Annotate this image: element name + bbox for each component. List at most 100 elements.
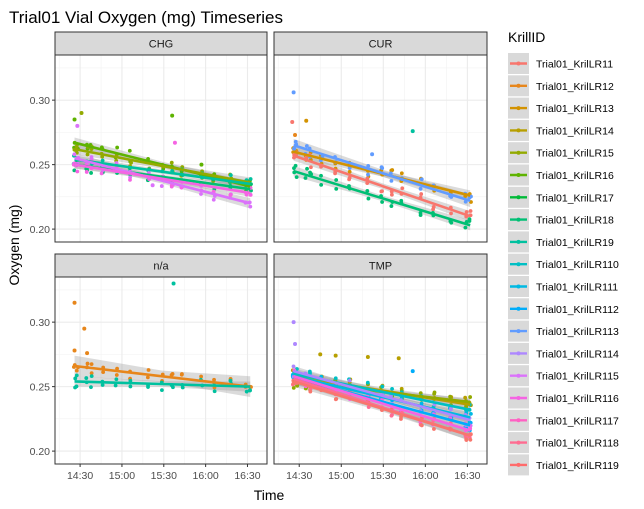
data-point	[89, 171, 93, 175]
data-point	[291, 364, 296, 369]
data-point	[365, 188, 370, 193]
data-point	[419, 423, 424, 428]
regression-line	[74, 380, 251, 388]
legend-label: Trial01_KrilLR18	[536, 215, 614, 227]
data-point	[199, 374, 203, 379]
data-point	[248, 177, 253, 181]
data-point	[101, 370, 106, 375]
legend-item: Trial01_KrilLR116	[508, 387, 619, 409]
legend-point	[516, 329, 521, 334]
legend-label: Trial01_KrilLR119	[536, 460, 619, 472]
data-point-outlier	[304, 118, 309, 123]
data-point	[390, 412, 394, 417]
data-point	[114, 373, 119, 377]
legend-label: Trial01_KrilLR111	[536, 282, 618, 294]
data-point	[303, 176, 308, 180]
data-point-outlier	[171, 281, 176, 286]
y-tick-label: 0.20	[30, 446, 51, 458]
data-point	[347, 175, 352, 180]
x-axis-label: Time	[254, 487, 285, 503]
data-point	[468, 395, 473, 399]
facet-strip-label: TMP	[369, 261, 392, 273]
data-point	[380, 384, 385, 389]
legend-point	[516, 462, 521, 467]
y-tick-label: 0.25	[30, 160, 51, 172]
data-point	[304, 144, 309, 148]
data-point-outlier	[72, 348, 77, 353]
legend-point	[516, 61, 521, 66]
legend-label: Trial01_KrilLR14	[536, 125, 614, 137]
x-tick-label: 15:00	[109, 470, 135, 482]
data-point	[89, 374, 94, 379]
data-point-outlier	[410, 129, 415, 134]
data-point-outlier	[370, 152, 375, 157]
data-point	[431, 207, 436, 212]
data-point	[291, 385, 296, 390]
data-point	[89, 371, 94, 376]
regression-line	[74, 158, 251, 186]
data-point	[389, 168, 394, 173]
panel-border	[54, 54, 268, 243]
regression-line	[293, 375, 471, 432]
legend-label: Trial01_KrilLR112	[536, 304, 619, 316]
data-point	[319, 173, 323, 178]
panel-marks	[290, 90, 473, 231]
data-point	[127, 148, 132, 153]
data-point	[469, 411, 473, 416]
legend-label: Trial01_KrilLR114	[536, 348, 619, 360]
x-tick-label: 16:00	[412, 470, 438, 482]
legend-item: Trial01_KrilLR12	[508, 75, 614, 97]
legend-label: Trial01_KrilLR116	[536, 393, 619, 405]
facet-strip-label: CUR	[369, 39, 393, 51]
data-point-outlier	[318, 352, 323, 357]
data-point	[319, 182, 324, 187]
x-tick-label: 16:00	[192, 470, 218, 482]
data-point	[334, 178, 339, 182]
y-tick-label: 0.25	[30, 382, 51, 394]
data-point	[115, 145, 120, 150]
data-point	[419, 177, 424, 182]
data-point-outlier	[410, 369, 415, 374]
legend-point	[516, 440, 521, 445]
data-point	[74, 373, 79, 378]
data-point	[293, 163, 298, 168]
x-tick-label: 14:30	[67, 470, 93, 482]
data-point	[333, 376, 338, 381]
data-point	[418, 186, 423, 191]
data-point	[199, 192, 203, 196]
data-point	[72, 168, 77, 173]
legend-label: Trial01_KrilLR13	[536, 103, 614, 115]
data-point	[84, 376, 89, 380]
legend-point	[516, 396, 521, 400]
legend-point	[516, 195, 521, 200]
regression-line	[74, 147, 251, 184]
x-tick-label: 15:30	[151, 470, 177, 482]
data-point	[100, 383, 105, 387]
chart-title: Trial01 Vial Oxygen (mg) Timeseries	[9, 8, 283, 27]
regression-line	[293, 369, 471, 422]
panel-marks	[71, 281, 253, 397]
panel-background	[55, 277, 267, 464]
legend-item: Trial01_KrilLR119	[508, 454, 619, 476]
panel-marks	[290, 320, 473, 442]
data-point-outlier	[365, 354, 370, 359]
data-point-outlier	[293, 132, 298, 137]
data-point-outlier	[290, 120, 295, 125]
data-point	[432, 427, 436, 431]
data-point	[380, 200, 385, 204]
data-point	[99, 171, 104, 176]
x-tick-label: 15:30	[370, 470, 396, 482]
data-point-outlier	[291, 90, 296, 95]
data-point	[145, 375, 150, 380]
y-tick-label: 0.20	[30, 224, 51, 236]
data-point-outlier	[396, 356, 401, 361]
data-point-outlier	[150, 183, 155, 188]
data-point	[399, 171, 404, 176]
data-point	[365, 380, 370, 385]
legend-label: Trial01_KrilLR115	[536, 371, 619, 383]
data-point	[432, 390, 437, 395]
data-point	[75, 169, 80, 174]
data-point	[128, 384, 133, 389]
legend-point	[516, 83, 521, 88]
data-point	[399, 198, 404, 203]
